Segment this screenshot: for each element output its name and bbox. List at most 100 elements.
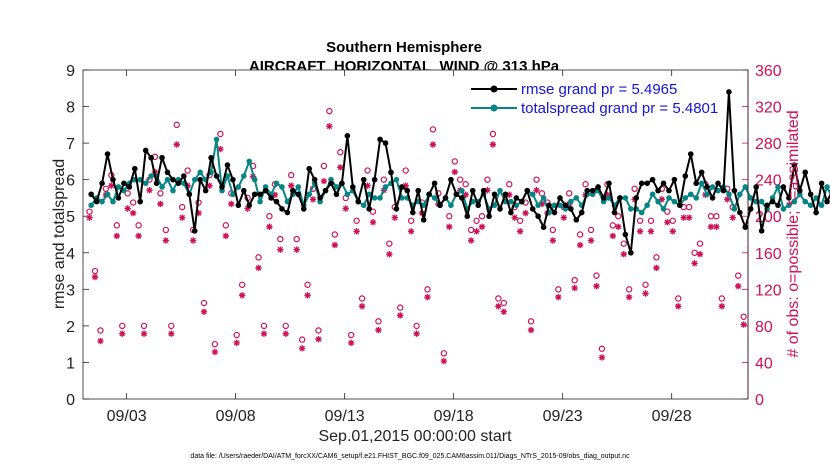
obs-possible-point bbox=[113, 222, 120, 229]
obs-possible-point bbox=[386, 240, 393, 247]
rmse-point bbox=[333, 191, 340, 198]
rmse-point bbox=[159, 154, 165, 161]
obs-assimilated-point bbox=[440, 357, 448, 365]
rmse-point bbox=[246, 202, 253, 209]
totalspread-point bbox=[279, 184, 285, 190]
rmse-point bbox=[486, 213, 492, 220]
totalspread-point bbox=[251, 176, 258, 183]
totalspread-point bbox=[758, 198, 765, 205]
legend-rmse-marker bbox=[490, 85, 498, 93]
rmse-point bbox=[807, 191, 814, 198]
y-axis-right-label: # of obs: o=possible; *=assimilated bbox=[785, 110, 802, 357]
obs-assimilated-point bbox=[315, 336, 322, 343]
rmse-point bbox=[219, 184, 225, 190]
obs-possible-point bbox=[462, 181, 469, 188]
obs-possible-point bbox=[233, 331, 240, 339]
obs-assimilated-point bbox=[424, 293, 431, 301]
y-right-tick-label: 200 bbox=[755, 209, 782, 226]
obs-assimilated-point bbox=[271, 191, 279, 199]
y-tick-label: 7 bbox=[66, 136, 75, 153]
rmse-point bbox=[208, 154, 214, 161]
x-tick-label: 09/18 bbox=[434, 408, 474, 425]
rmse-point bbox=[638, 180, 645, 187]
rmse-point bbox=[268, 195, 274, 201]
obs-assimilated-point bbox=[369, 219, 377, 226]
obs-assimilated-point bbox=[522, 209, 529, 217]
rmse-point bbox=[753, 184, 759, 190]
rmse-point bbox=[813, 209, 819, 216]
obs-possible-point bbox=[636, 217, 644, 224]
obs-possible-point bbox=[718, 295, 726, 302]
totalspread-point bbox=[573, 195, 580, 201]
obs-possible-point bbox=[277, 235, 284, 243]
obs-assimilated-point bbox=[364, 182, 371, 189]
y-right-tick-label: 80 bbox=[755, 319, 773, 336]
totalspread-point bbox=[508, 198, 514, 205]
rmse-point bbox=[191, 228, 198, 234]
obs-assimilated-point bbox=[108, 182, 115, 189]
obs-possible-point bbox=[91, 267, 99, 275]
x-tick-label: 09/13 bbox=[325, 408, 365, 425]
y-tick-label: 6 bbox=[66, 173, 75, 190]
rmse-point bbox=[115, 195, 122, 201]
rmse-point bbox=[344, 133, 351, 139]
rmse-point bbox=[339, 180, 345, 187]
obs-possible-point bbox=[456, 176, 464, 183]
rmse-point bbox=[682, 173, 689, 179]
totalspread-point bbox=[649, 191, 656, 198]
rmse-point bbox=[142, 147, 149, 154]
totalspread-point bbox=[295, 184, 302, 190]
obs-possible-point bbox=[288, 171, 295, 179]
obs-assimilated-point bbox=[538, 200, 546, 208]
totalspread-point bbox=[709, 184, 716, 190]
rmse-point bbox=[240, 187, 247, 194]
obs-assimilated-point bbox=[298, 345, 306, 352]
rmse-point bbox=[235, 202, 242, 209]
obs-assimilated-point bbox=[238, 292, 246, 299]
obs-assimilated-point bbox=[260, 330, 268, 337]
totalspread-point bbox=[142, 180, 149, 187]
rmse-point bbox=[448, 176, 454, 183]
totalspread-point bbox=[99, 198, 105, 205]
obs-possible-point bbox=[495, 295, 502, 302]
obs-assimilated-point bbox=[484, 187, 491, 194]
obs-assimilated-point bbox=[495, 303, 502, 310]
rmse-point bbox=[704, 184, 710, 190]
plot-area bbox=[83, 70, 748, 399]
obs-assimilated-point bbox=[462, 191, 469, 199]
totalspread-point bbox=[813, 195, 819, 201]
obs-assimilated-point bbox=[696, 251, 704, 258]
obs-assimilated-point bbox=[320, 177, 328, 185]
rmse-point bbox=[170, 176, 176, 183]
rmse-point bbox=[502, 191, 509, 198]
rmse-point bbox=[311, 176, 318, 183]
rmse-point bbox=[415, 187, 422, 194]
y-tick-label: 2 bbox=[66, 319, 75, 336]
totalspread-point bbox=[540, 195, 547, 201]
rmse-point bbox=[202, 187, 209, 194]
obs-assimilated-point bbox=[506, 191, 513, 199]
obs-possible-point bbox=[260, 322, 268, 330]
obs-assimilated-point bbox=[598, 354, 606, 361]
rmse-point bbox=[426, 191, 432, 198]
obs-assimilated-point bbox=[124, 205, 131, 212]
obs-possible-point bbox=[620, 240, 627, 247]
totalspread-point bbox=[682, 195, 689, 201]
footnote: data file: /Users/raeder/DAI/ATM_forcXX/… bbox=[190, 453, 630, 460]
obs-possible-point bbox=[255, 254, 262, 261]
obs-possible-point bbox=[609, 222, 617, 229]
legend-spread-marker bbox=[490, 104, 498, 112]
obs-possible-point bbox=[740, 313, 747, 320]
obs-possible-point bbox=[353, 217, 360, 224]
rmse-point bbox=[317, 195, 323, 201]
rmse-point bbox=[442, 195, 449, 201]
rmse-point bbox=[480, 187, 487, 194]
obs-assimilated-point bbox=[407, 228, 415, 235]
obs-possible-point bbox=[162, 226, 170, 234]
obs-possible-point bbox=[653, 254, 660, 261]
obs-possible-point bbox=[337, 149, 344, 156]
totalspread-point bbox=[393, 176, 400, 183]
totalspread-point bbox=[660, 206, 667, 212]
obs-possible-point bbox=[500, 299, 508, 307]
rmse-point bbox=[715, 180, 721, 187]
